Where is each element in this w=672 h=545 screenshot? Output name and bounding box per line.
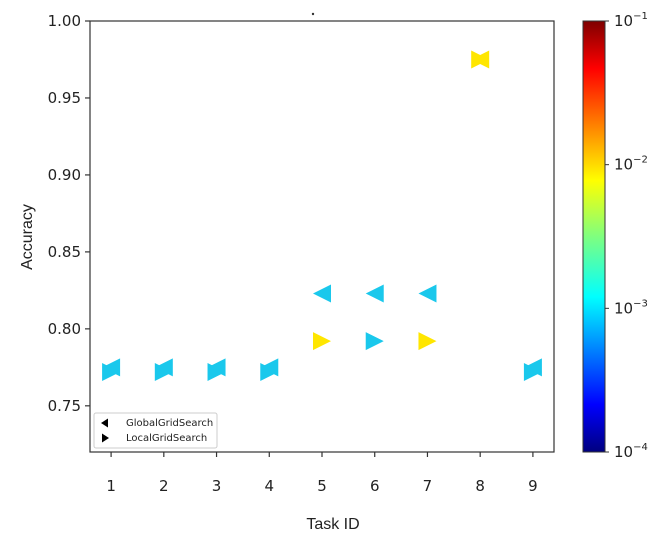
- local-grid-search-marker: [260, 362, 279, 381]
- colorbar-tick-label: 10−4: [614, 442, 648, 461]
- colorbar-tick-exponent: −3: [633, 298, 648, 309]
- legend-label-local: LocalGridSearch: [126, 433, 207, 444]
- colorbar-ticks: 10−110−210−310−4: [605, 11, 648, 461]
- colorbar-tick-label: 10−1: [614, 11, 648, 30]
- x-axis: 1 2 3 4 5 6 7 8 9: [106, 452, 538, 495]
- colorbar-tick-exponent: −2: [633, 155, 648, 166]
- x-tick-label: 4: [264, 477, 274, 495]
- local-grid-search-marker: [313, 332, 331, 351]
- x-tick-label: 1: [106, 477, 116, 495]
- y-tick-label: 0.85: [48, 243, 81, 261]
- x-axis-label: Task ID: [306, 516, 359, 533]
- x-tick-label: 2: [159, 477, 169, 495]
- plot-area: [89, 20, 555, 453]
- local-grid-search-marker: [102, 362, 121, 381]
- y-tick-label: 0.80: [48, 320, 81, 338]
- top-dot: [311, 12, 315, 16]
- y-tick-label: 0.75: [48, 397, 81, 415]
- local-grid-search-marker: [523, 362, 542, 381]
- data-markers: [102, 50, 542, 381]
- x-tick-label: 5: [317, 477, 327, 495]
- x-tick-label: 7: [423, 477, 433, 495]
- local-grid-search-marker: [154, 362, 173, 381]
- legend-box: [93, 412, 218, 449]
- colorbar-tick-base: 10: [614, 12, 633, 30]
- colorbar: [582, 20, 606, 453]
- global-grid-search-marker: [313, 284, 331, 303]
- x-tick-label: 9: [528, 477, 538, 495]
- y-tick-label: 0.90: [48, 166, 81, 184]
- x-tick-label: 6: [370, 477, 380, 495]
- colorbar-tick-exponent: −1: [633, 11, 648, 22]
- colorbar-tick-label: 10−2: [614, 155, 648, 174]
- legend: GlobalGridSearch LocalGridSearch: [93, 412, 218, 449]
- global-grid-search-marker: [365, 284, 384, 303]
- local-grid-search-marker: [471, 50, 490, 69]
- y-axis: 0.75 0.80 0.85 0.90 0.95 1.00: [48, 12, 90, 415]
- x-tick-label: 8: [475, 477, 485, 495]
- legend-label-global: GlobalGridSearch: [126, 418, 213, 429]
- colorbar-tick-base: 10: [614, 156, 633, 174]
- local-grid-search-marker: [365, 332, 384, 351]
- colorbar-tick-label: 10−3: [614, 298, 648, 317]
- y-tick-label: 0.95: [48, 89, 81, 107]
- global-grid-search-marker: [418, 284, 437, 303]
- colorbar-tick-base: 10: [614, 443, 633, 461]
- local-grid-search-marker: [418, 332, 437, 351]
- local-grid-search-marker: [207, 362, 226, 381]
- legend-marker-global: [101, 418, 108, 428]
- x-tick-label: 3: [212, 477, 222, 495]
- colorbar-tick-exponent: −4: [633, 442, 648, 453]
- y-tick-label: 1.00: [48, 12, 81, 30]
- legend-marker-local: [102, 433, 109, 443]
- colorbar-tick-base: 10: [614, 299, 633, 317]
- y-axis-label: Accuracy: [19, 204, 36, 270]
